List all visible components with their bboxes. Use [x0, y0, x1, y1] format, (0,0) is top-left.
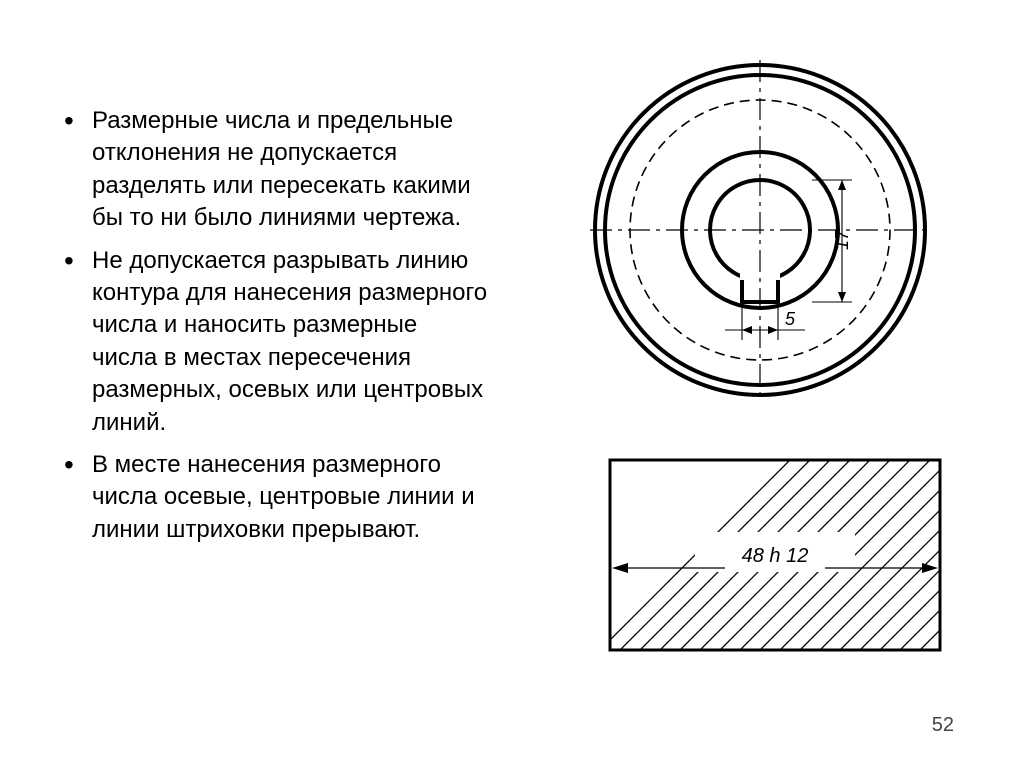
dim-label: 48 h 12 [742, 545, 809, 567]
figure-hatched-section: 48 h 12 [600, 450, 950, 660]
figure-circular-part: 5 17 [580, 50, 940, 410]
arrow-icon [742, 326, 752, 334]
bullet-item: Размерные числа и предельные отклонения … [58, 105, 488, 235]
arrow-icon [768, 326, 778, 334]
dim-label-height: 17 [832, 229, 852, 250]
page-number: 52 [932, 714, 954, 737]
bullet-item: В месте нанесения размерного числа осевы… [58, 449, 488, 546]
dim-label-width: 5 [785, 309, 796, 329]
arrow-icon [612, 563, 628, 573]
page: Размерные числа и предельные отклонения … [0, 0, 1024, 767]
arrow-icon [838, 180, 846, 190]
arrow-icon [838, 292, 846, 302]
arrow-icon [922, 563, 938, 573]
bullet-item: Не допускается разрывать линию контура д… [58, 245, 488, 439]
text-column: Размерные числа и предельные отклонения … [58, 105, 488, 556]
bullet-list: Размерные числа и предельные отклонения … [58, 105, 488, 546]
